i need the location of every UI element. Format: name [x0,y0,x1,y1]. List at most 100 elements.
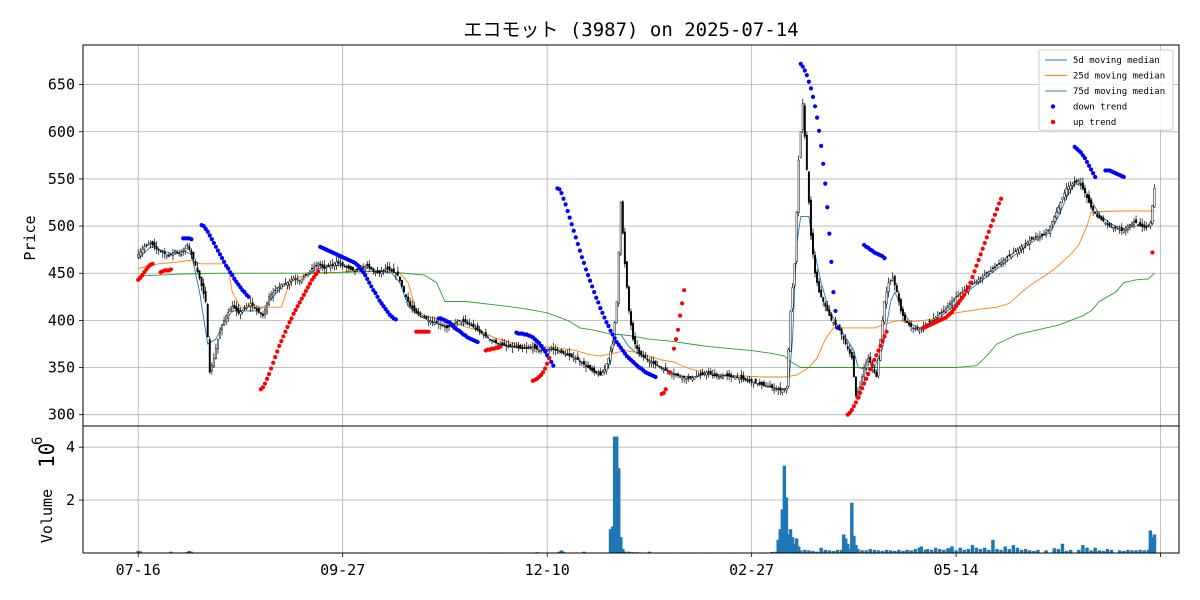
down-trend-dot [567,215,572,220]
up-trend-dot [972,269,977,274]
price-tick-label: 400 [48,311,75,329]
volume-bar [582,551,586,553]
down-trend-dot [1091,171,1096,176]
candle-body [787,349,790,387]
up-trend-dot [868,367,873,372]
candle-body [730,374,733,378]
price-tick-label: 300 [48,406,75,424]
candle-body [881,320,884,340]
volume-bar [843,538,848,553]
volume-bar [888,550,893,553]
down-trend-dot [1093,174,1098,180]
volume-bar [811,550,815,553]
candle-body [832,322,835,324]
candle-body [339,263,342,265]
candle-body [783,388,786,390]
candle-body [814,255,816,274]
candle-body [865,362,868,369]
candle-body [141,249,144,254]
candle-body [433,322,436,325]
volume-bar [1007,549,1012,553]
down-trend-dot [833,308,838,314]
up-trend-dot [982,240,987,246]
candle-body [1096,213,1099,217]
up-trend-dot [297,300,302,305]
up-trend-dot [547,355,552,361]
candle-body [298,280,301,283]
up-trend-dot [316,269,321,274]
candle-body [548,349,551,351]
candle-body [178,252,181,254]
candle-body [247,305,250,307]
candle-body [644,355,647,359]
volume-bar [1122,550,1126,553]
volume-bar [1148,530,1153,553]
volume-bar [780,509,785,553]
volume-bar [1077,549,1081,553]
candle-body [875,371,878,378]
candle-body [597,373,600,376]
down-trend-dot [825,205,830,210]
moving-median-line [138,270,1155,368]
up-trend-dot [866,372,871,377]
candle-body [1026,241,1029,245]
volume-tick-label: 4 [66,438,75,456]
down-trend-dot [573,235,578,240]
candle-body [664,367,667,371]
down-trend-dot [802,68,807,73]
candle-body [848,349,851,354]
candle-body [621,201,624,234]
volume-bar [835,549,840,553]
candle-body [760,381,763,385]
down-trend-dot [369,284,374,289]
candle-body [274,289,277,292]
volume-bar [966,549,971,553]
volume-bar [933,547,938,553]
volume-bar [559,550,564,553]
candle-body [1000,261,1003,265]
candle-body [474,327,477,330]
down-trend-dot [1086,163,1092,168]
candle-body [1036,236,1039,241]
down-trend-dot [226,266,231,271]
candle-body [973,282,976,284]
candle-body [188,246,191,250]
candle-body [384,268,387,271]
volume-exponent: 10 6 [30,437,59,468]
volume-grid [83,426,1179,553]
candle-body [497,343,500,346]
candle-body [527,347,530,349]
candle-body [1108,223,1111,227]
candle-body [288,280,291,285]
down-trend-dot [812,104,818,109]
down-trend-dot [1082,156,1088,161]
candle-body [507,345,510,348]
candle-body [300,278,303,283]
up-trend-dot [293,307,298,313]
candle-body [364,266,367,270]
volume-bar [796,546,801,553]
candle-body [724,374,727,377]
down-trend-dot [800,64,805,69]
candle-body [1073,180,1076,183]
candle-body [337,260,340,264]
volume-bar [1152,534,1157,553]
candle-body [425,316,428,320]
candle-body [519,345,522,349]
up-trend-dot [853,400,859,405]
candle-body [427,320,430,322]
candle-body [863,367,866,378]
candle-body [165,254,168,257]
up-trend-dot [870,362,875,367]
volume-bar [623,551,627,553]
up-trend-dot [984,235,989,240]
candle-body [744,377,747,380]
candle-body [380,271,383,275]
up-trend-dot [287,320,292,325]
candle-body [186,244,189,246]
x-tick-label: 07-16 [116,561,161,579]
candle-body [717,376,720,380]
candle-body [726,373,729,376]
candle-body [844,339,847,345]
candle-body [309,270,311,274]
